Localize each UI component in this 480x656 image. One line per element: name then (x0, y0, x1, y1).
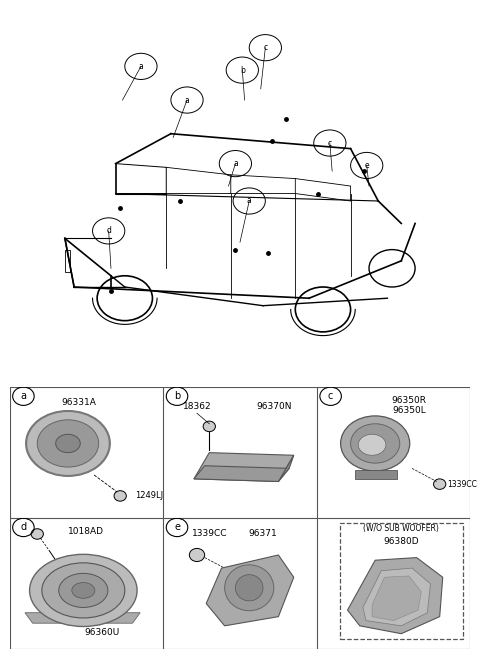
Circle shape (114, 491, 126, 501)
Polygon shape (206, 555, 294, 626)
Text: c: c (328, 138, 332, 148)
Ellipse shape (59, 573, 108, 607)
Bar (65, 250, 70, 272)
Text: c: c (328, 391, 333, 401)
Text: 96371: 96371 (249, 529, 277, 539)
Text: 96331A: 96331A (61, 398, 96, 407)
Text: a: a (233, 159, 238, 168)
Ellipse shape (225, 565, 274, 611)
Text: e: e (174, 522, 180, 533)
Ellipse shape (350, 424, 400, 463)
Text: 96350R: 96350R (392, 396, 426, 405)
Polygon shape (363, 568, 431, 626)
Polygon shape (278, 455, 294, 482)
Text: e: e (364, 161, 369, 170)
Text: c: c (264, 43, 267, 52)
Circle shape (31, 529, 43, 539)
Text: b: b (240, 66, 245, 75)
Text: 1339CC: 1339CC (192, 529, 227, 539)
Polygon shape (355, 470, 396, 479)
Text: a: a (21, 391, 26, 401)
Text: a: a (247, 197, 252, 205)
Polygon shape (372, 576, 421, 621)
Text: d: d (106, 226, 111, 236)
Ellipse shape (26, 411, 109, 476)
Circle shape (203, 421, 216, 432)
Text: 1249LJ: 1249LJ (135, 491, 164, 501)
Text: 96380D: 96380D (384, 537, 419, 546)
Polygon shape (194, 453, 294, 482)
Ellipse shape (341, 416, 410, 471)
Polygon shape (194, 466, 289, 482)
Text: 96360U: 96360U (84, 628, 120, 637)
Polygon shape (348, 558, 443, 634)
Ellipse shape (358, 434, 386, 455)
Text: 96370N: 96370N (256, 402, 291, 411)
Text: a: a (139, 62, 144, 71)
Ellipse shape (42, 563, 125, 618)
Text: 1339CC: 1339CC (447, 480, 477, 489)
Text: a: a (185, 96, 190, 104)
Text: 1018AD: 1018AD (69, 527, 105, 536)
Ellipse shape (72, 583, 95, 598)
Ellipse shape (235, 575, 263, 601)
Text: (W/O SUB WOOFER): (W/O SUB WOOFER) (363, 524, 439, 533)
Circle shape (433, 479, 446, 489)
Text: d: d (20, 522, 26, 533)
Circle shape (189, 548, 204, 562)
Text: 18362: 18362 (183, 402, 211, 411)
Ellipse shape (30, 554, 137, 626)
Polygon shape (25, 613, 140, 623)
Text: b: b (174, 391, 180, 401)
Ellipse shape (56, 434, 80, 453)
Ellipse shape (53, 432, 84, 455)
Text: 96350L: 96350L (392, 406, 426, 415)
Ellipse shape (37, 420, 99, 467)
